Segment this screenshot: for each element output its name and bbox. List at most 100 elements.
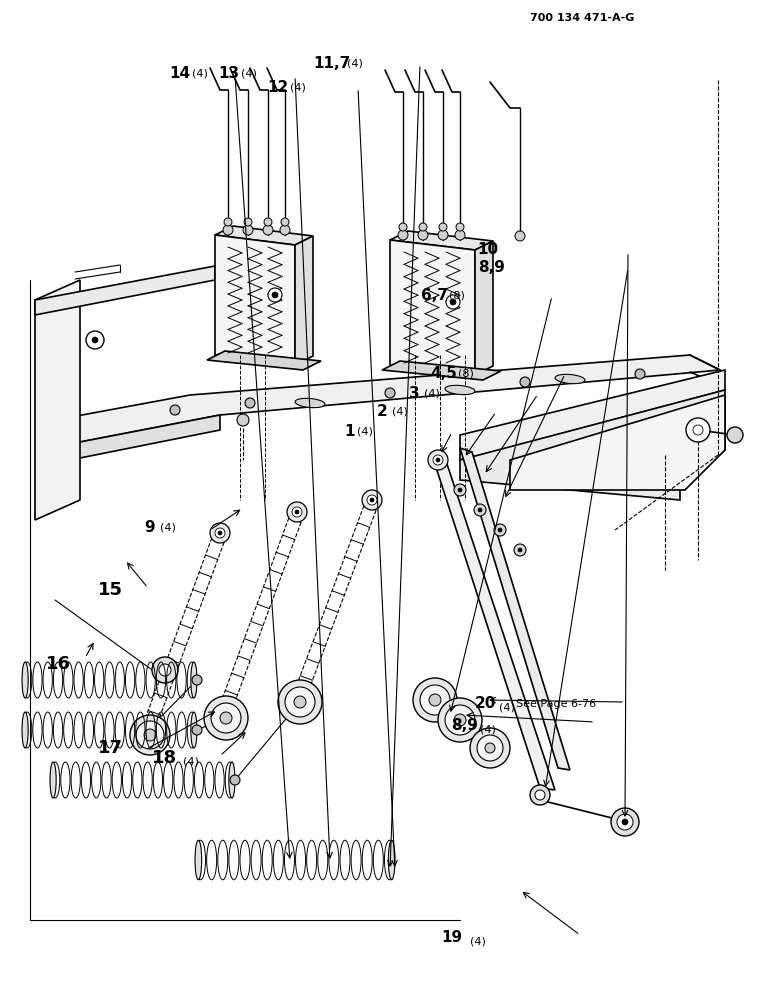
Circle shape [514,544,526,556]
Circle shape [278,680,322,724]
Circle shape [263,225,273,235]
Polygon shape [390,240,475,375]
Text: 700 134 471-A-G: 700 134 471-A-G [530,13,634,23]
Circle shape [686,418,710,442]
Circle shape [429,694,441,706]
Ellipse shape [295,398,325,408]
Circle shape [433,455,443,465]
Circle shape [223,225,233,235]
Circle shape [438,698,482,742]
Text: 14: 14 [169,66,190,82]
Polygon shape [215,226,313,245]
Circle shape [454,714,466,726]
Polygon shape [432,455,555,790]
Text: (4): (4) [480,725,496,735]
Circle shape [268,288,282,302]
Text: 18: 18 [152,749,177,767]
Text: 11,7: 11,7 [313,56,351,72]
Circle shape [611,808,639,836]
Polygon shape [35,266,215,315]
Ellipse shape [22,712,28,748]
Text: (4): (4) [290,83,306,93]
Circle shape [385,388,395,398]
Text: (4): (4) [241,69,257,79]
Circle shape [86,331,104,349]
Text: 8,9: 8,9 [452,718,478,734]
Circle shape [136,721,164,749]
Text: (8): (8) [458,369,475,379]
Circle shape [515,231,525,241]
Circle shape [204,696,248,740]
Circle shape [456,223,464,231]
Text: 9: 9 [144,520,155,534]
Circle shape [622,819,628,825]
Text: 15: 15 [98,581,124,599]
Circle shape [494,524,506,536]
Text: 3: 3 [409,386,419,401]
Text: 16: 16 [46,655,71,673]
Ellipse shape [50,762,56,798]
Circle shape [399,223,407,231]
Text: 12: 12 [267,81,289,96]
Text: 1: 1 [344,424,355,440]
Ellipse shape [555,374,585,384]
Circle shape [210,523,230,543]
Circle shape [285,687,315,717]
Circle shape [470,728,510,768]
Ellipse shape [190,712,197,748]
Text: 2: 2 [376,404,387,420]
Circle shape [192,675,202,685]
Circle shape [498,528,502,532]
Circle shape [220,712,232,724]
Circle shape [454,484,466,496]
Circle shape [237,414,249,426]
Text: 20: 20 [475,696,496,712]
Circle shape [281,218,289,226]
Text: (4): (4) [183,757,199,767]
Circle shape [617,814,633,830]
Circle shape [518,548,522,552]
Circle shape [370,498,374,502]
Circle shape [92,337,98,343]
Circle shape [478,508,482,512]
Circle shape [362,490,382,510]
Polygon shape [390,231,493,250]
Circle shape [413,678,457,722]
Polygon shape [55,355,720,442]
Circle shape [243,225,253,235]
Text: (4): (4) [470,937,486,947]
Text: (4): (4) [357,427,373,437]
Circle shape [455,230,465,240]
Text: 17: 17 [98,739,124,757]
Circle shape [170,405,180,415]
Text: 19: 19 [442,930,463,946]
Circle shape [436,458,440,462]
Polygon shape [460,370,725,460]
Text: See Page 6-76: See Page 6-76 [516,699,596,709]
Circle shape [295,510,299,514]
Text: (4): (4) [499,703,515,713]
Circle shape [693,425,703,435]
Polygon shape [382,361,501,380]
Ellipse shape [195,840,202,880]
Circle shape [445,705,475,735]
Circle shape [159,664,171,676]
Text: (4): (4) [392,407,408,417]
Polygon shape [475,241,493,375]
Ellipse shape [22,662,28,698]
Circle shape [458,488,462,492]
Circle shape [215,528,225,538]
Circle shape [218,531,222,535]
Circle shape [294,696,306,708]
Text: 10: 10 [478,242,499,257]
Circle shape [211,703,241,733]
Polygon shape [460,390,725,500]
Circle shape [450,299,456,305]
Circle shape [292,507,302,517]
Circle shape [635,369,645,379]
Ellipse shape [389,840,395,880]
Circle shape [130,715,170,755]
Circle shape [192,725,202,735]
Text: (4): (4) [347,59,363,69]
Circle shape [230,775,240,785]
